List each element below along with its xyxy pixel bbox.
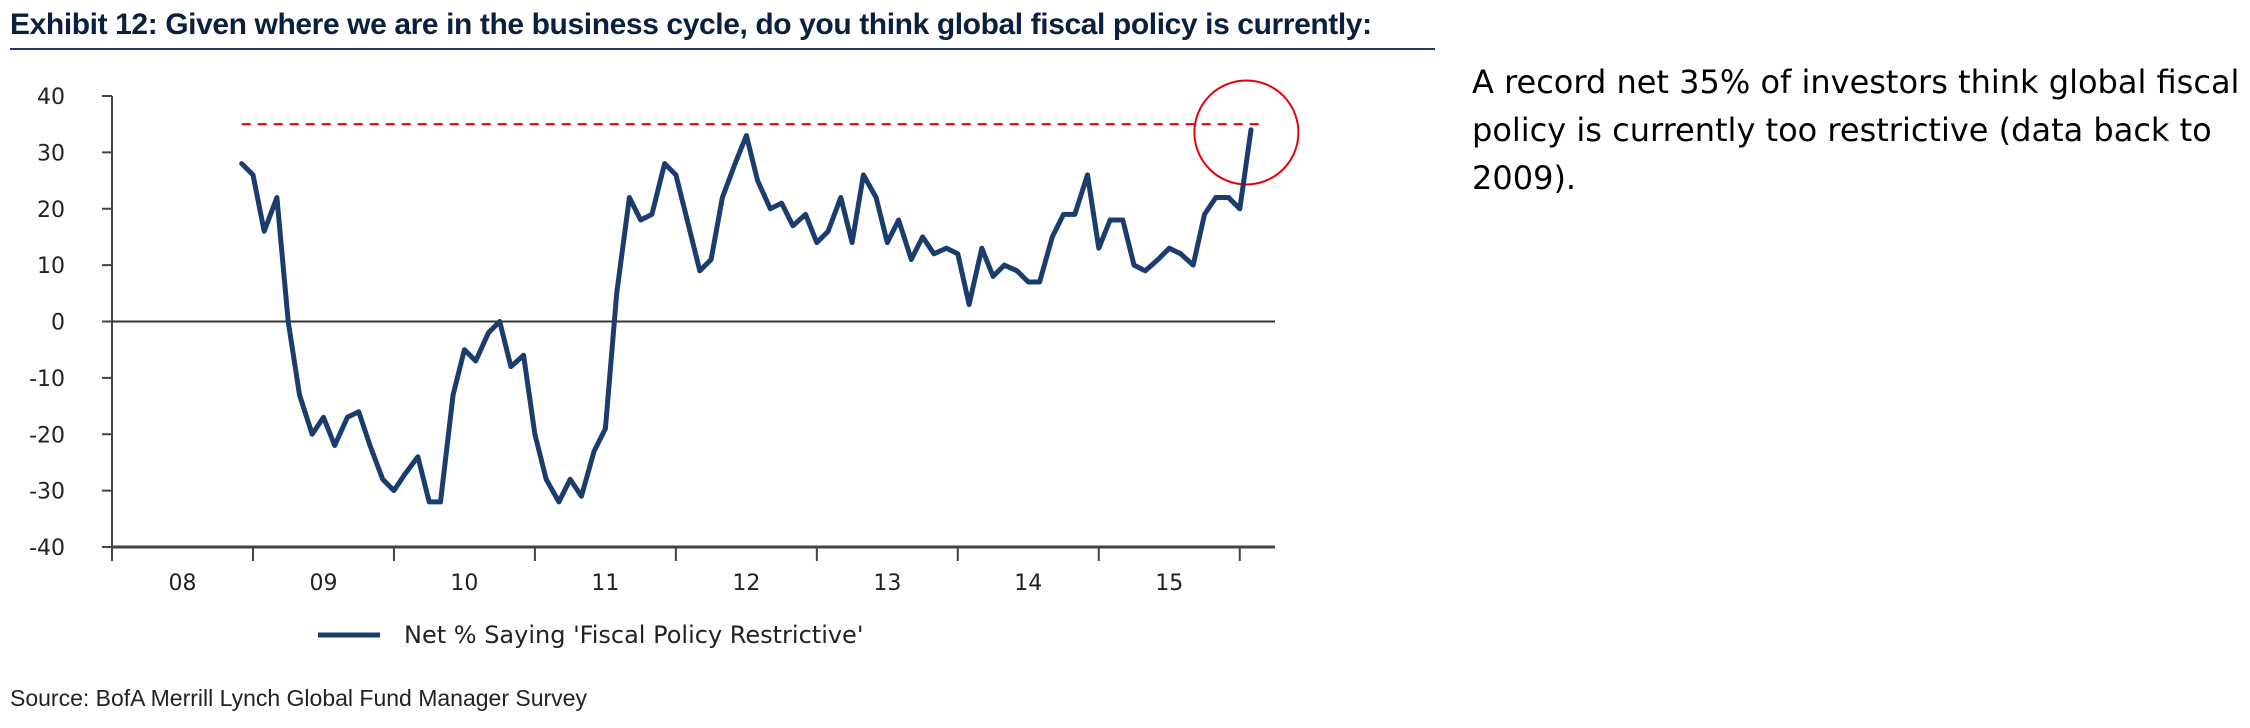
y-tick-label: 0 — [51, 311, 65, 336]
x-tick-label: 13 — [873, 571, 901, 596]
y-tick-label: 20 — [37, 198, 65, 223]
y-tick-label: 10 — [37, 254, 65, 279]
y-tick-label: -10 — [29, 367, 65, 392]
legend-label: Net % Saying 'Fiscal Policy Restrictive' — [404, 621, 863, 649]
x-tick-label: 12 — [732, 571, 760, 596]
exhibit-title: Exhibit 12: Given where we are in the bu… — [10, 8, 1372, 41]
x-tick-label: 11 — [591, 571, 619, 596]
source-note: Source: BofA Merrill Lynch Global Fund M… — [10, 685, 587, 711]
y-tick-label: -30 — [29, 480, 65, 505]
y-tick-label: -40 — [29, 536, 65, 561]
series-line-fiscal-policy-restrictive — [239, 127, 1254, 505]
y-tick-label: 40 — [37, 85, 65, 110]
highlight-circle — [1193, 79, 1300, 186]
x-tick-label: 09 — [309, 571, 337, 596]
x-tick-label: 14 — [1014, 571, 1042, 596]
x-tick-label: 08 — [168, 571, 196, 596]
y-tick-label: 30 — [37, 141, 65, 166]
line-chart: 40 30 20 10 0 -10 -20 -30 -40 08 09 10 11 12 13 14 15 Ne… — [29, 79, 1300, 649]
chart-axes: 40 30 20 10 0 -10 -20 -30 -40 08 09 10 11 12 13 14 15 — [29, 85, 1275, 596]
title-rule — [10, 48, 1435, 50]
x-tick-label: 15 — [1155, 571, 1183, 596]
side-note: A record net 35% of investors think glob… — [1472, 63, 2240, 197]
series-layer — [239, 127, 1254, 505]
chart-legend: Net % Saying 'Fiscal Policy Restrictive' — [318, 621, 863, 649]
y-tick-label: -20 — [29, 423, 65, 448]
x-tick-label: 10 — [450, 571, 478, 596]
reference-layer — [241, 79, 1300, 186]
